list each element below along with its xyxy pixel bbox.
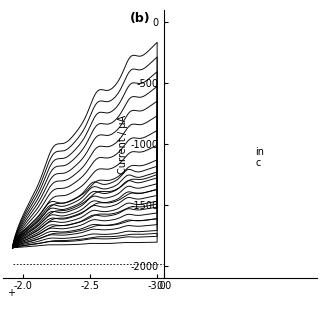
Text: (b): (b) [130,12,151,25]
Text: in
c: in c [256,147,265,168]
Text: +: + [7,288,15,298]
Y-axis label: Current / μA: Current / μA [118,115,128,173]
